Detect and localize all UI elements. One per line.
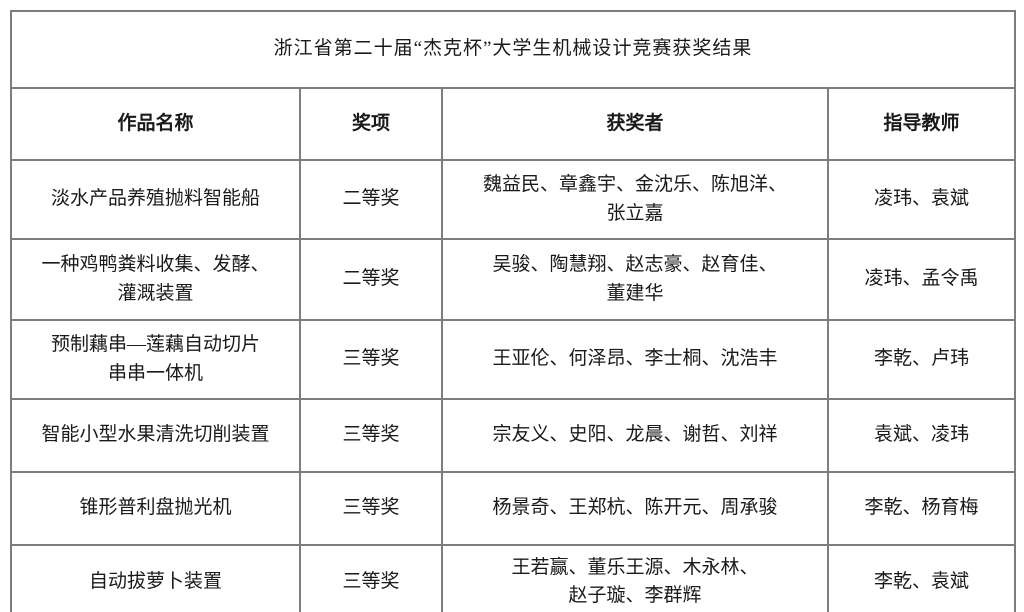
cell-work: 预制藕串—莲藕自动切片 串串一体机 [10, 319, 301, 400]
cell-work: 淡水产品养殖抛料智能船 [10, 159, 301, 240]
cell-teachers: 李乾、杨育梅 [827, 471, 1016, 546]
table-row: 智能小型水果清洗切削装置 三等奖 宗友义、史阳、龙晨、谢哲、刘祥 袁斌、凌玮 [10, 398, 1016, 473]
cell-winners: 王若赢、董乐王源、木永林、 赵子璇、李群辉 [441, 544, 829, 612]
table-title: 浙江省第二十届“杰克杯”大学生机械设计竞赛获奖结果 [10, 10, 1016, 89]
cell-award: 三等奖 [299, 319, 443, 400]
awards-table: 浙江省第二十届“杰克杯”大学生机械设计竞赛获奖结果 作品名称 奖项 获奖者 指导… [10, 10, 1016, 612]
cell-award: 二等奖 [299, 159, 443, 240]
header-work: 作品名称 [10, 87, 301, 161]
cell-award: 三等奖 [299, 471, 443, 546]
cell-award: 三等奖 [299, 544, 443, 612]
header-winners: 获奖者 [441, 87, 829, 161]
cell-winners: 杨景奇、王郑杭、陈开元、周承骏 [441, 471, 829, 546]
cell-award: 二等奖 [299, 238, 443, 321]
table-row: 一种鸡鸭粪料收集、发酵、 灌溉装置 二等奖 吴骏、陶慧翔、赵志豪、赵育佳、 董建… [10, 238, 1016, 321]
table-row: 锥形普利盘抛光机 三等奖 杨景奇、王郑杭、陈开元、周承骏 李乾、杨育梅 [10, 471, 1016, 546]
header-row: 作品名称 奖项 获奖者 指导教师 [10, 87, 1016, 161]
cell-teachers: 李乾、袁斌 [827, 544, 1016, 612]
cell-work: 一种鸡鸭粪料收集、发酵、 灌溉装置 [10, 238, 301, 321]
table-row: 淡水产品养殖抛料智能船 二等奖 魏益民、章鑫宇、金沈乐、陈旭洋、 张立嘉 凌玮、… [10, 159, 1016, 240]
cell-teachers: 袁斌、凌玮 [827, 398, 1016, 473]
cell-winners: 吴骏、陶慧翔、赵志豪、赵育佳、 董建华 [441, 238, 829, 321]
header-award: 奖项 [299, 87, 443, 161]
table-row: 预制藕串—莲藕自动切片 串串一体机 三等奖 王亚伦、何泽昂、李士桐、沈浩丰 李乾… [10, 319, 1016, 400]
cell-winners: 魏益民、章鑫宇、金沈乐、陈旭洋、 张立嘉 [441, 159, 829, 240]
cell-work: 锥形普利盘抛光机 [10, 471, 301, 546]
cell-teachers: 李乾、卢玮 [827, 319, 1016, 400]
cell-winners: 宗友义、史阳、龙晨、谢哲、刘祥 [441, 398, 829, 473]
cell-work: 智能小型水果清洗切削装置 [10, 398, 301, 473]
title-row: 浙江省第二十届“杰克杯”大学生机械设计竞赛获奖结果 [10, 10, 1016, 89]
cell-award: 三等奖 [299, 398, 443, 473]
cell-teachers: 凌玮、孟令禹 [827, 238, 1016, 321]
cell-teachers: 凌玮、袁斌 [827, 159, 1016, 240]
cell-work: 自动拔萝卜装置 [10, 544, 301, 612]
header-teachers: 指导教师 [827, 87, 1016, 161]
table-row: 自动拔萝卜装置 三等奖 王若赢、董乐王源、木永林、 赵子璇、李群辉 李乾、袁斌 [10, 544, 1016, 612]
cell-winners: 王亚伦、何泽昂、李士桐、沈浩丰 [441, 319, 829, 400]
